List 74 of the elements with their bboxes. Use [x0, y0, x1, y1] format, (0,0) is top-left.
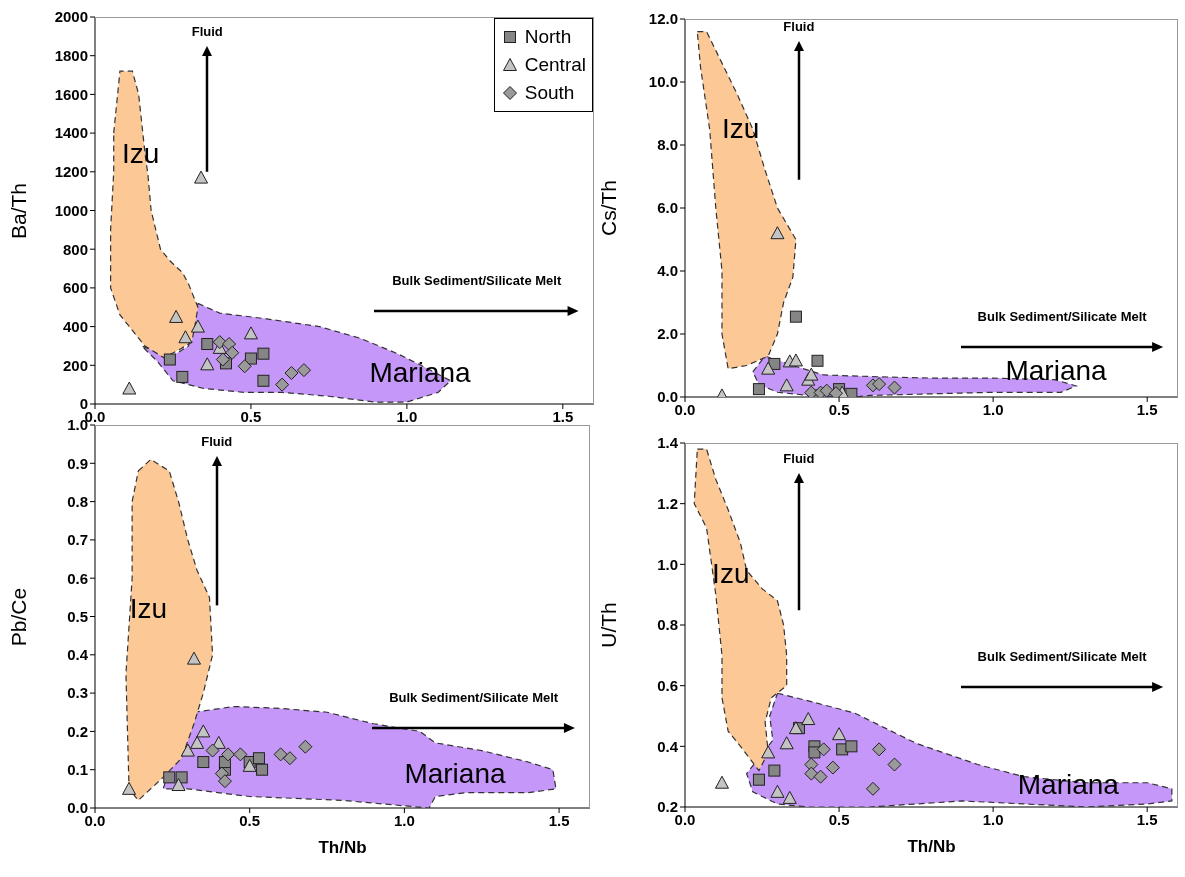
y-axis-title: Pb/Ce [7, 587, 31, 646]
legend-label: North [524, 25, 572, 49]
annotation: Bulk Sediment/Silicate Melt [977, 648, 1147, 664]
y-tick-label: 0.4 [657, 737, 679, 755]
annotation: Fluid [201, 433, 233, 449]
y-tick-label: 4.0 [657, 262, 678, 280]
y-axis-title: U/Th [597, 602, 621, 648]
y-tick-label: 2.0 [657, 325, 678, 343]
y-tick-label: 0.3 [67, 684, 88, 702]
x-tick-label: 0.5 [239, 811, 261, 829]
y-tick-label: 0 [79, 395, 88, 413]
y-tick-label: 0.8 [67, 492, 88, 510]
y-tick-label: 1400 [54, 124, 88, 142]
y-tick-label: 0.6 [67, 569, 88, 587]
series-label: Mariana [1005, 354, 1107, 387]
x-axis-title: Th/Nb [907, 837, 956, 857]
y-tick-label: 800 [62, 240, 88, 258]
y-tick-label: 0.2 [657, 798, 678, 816]
y-tick-label: 600 [62, 279, 88, 297]
y-tick-label: 1.2 [657, 494, 678, 512]
legend-label: South [524, 81, 575, 105]
x-tick-label: 1.0 [982, 810, 1004, 828]
y-tick-label: 0.4 [67, 646, 89, 664]
y-tick-label: 0.1 [67, 761, 88, 779]
y-tick-label: 200 [62, 356, 88, 374]
y-tick-label: 2000 [54, 8, 88, 26]
y-tick-label: 0.5 [67, 607, 88, 625]
x-tick-label: 1.0 [393, 811, 415, 829]
y-tick-label: 0.6 [657, 676, 678, 694]
x-tick-label: 1.0 [982, 400, 1004, 418]
y-axis-title: Cs/Th [597, 179, 621, 236]
y-tick-label: 400 [62, 317, 88, 335]
annotation: Fluid [783, 18, 815, 34]
y-tick-label: 0.9 [67, 454, 88, 472]
y-tick-label: 0.0 [657, 388, 678, 406]
y-tick-label: 0.8 [657, 616, 678, 634]
annotation: Fluid [191, 24, 223, 40]
y-tick-label: 6.0 [657, 199, 678, 217]
series-label: Mariana [369, 357, 471, 390]
series-label: Izu [129, 592, 167, 625]
x-tick-label: 0.5 [828, 400, 850, 418]
y-tick-label: 1.4 [657, 434, 679, 452]
y-tick-label: 12.0 [648, 10, 678, 28]
annotation: Fluid [783, 451, 815, 467]
x-axis-title: Th/Nb [318, 838, 367, 858]
point [714, 775, 729, 789]
y-axis-title: Ba/Th [7, 182, 31, 239]
x-tick-label: 1.5 [552, 407, 574, 425]
x-tick-label: 1.0 [396, 407, 418, 425]
series-label: Izu [712, 558, 750, 591]
annotation: Bulk Sediment/Silicate Melt [392, 273, 562, 289]
series-label: Izu [121, 138, 160, 171]
series-label: Izu [721, 112, 760, 145]
x-tick-label: 1.5 [548, 811, 570, 829]
series-label: Mariana [404, 757, 506, 790]
series-label: Mariana [1017, 769, 1119, 802]
y-tick-label: 0.0 [67, 799, 88, 817]
x-tick-label: 0.5 [828, 810, 850, 828]
y-tick-label: 1200 [54, 163, 88, 181]
y-tick-label: 0.7 [67, 531, 88, 549]
y-tick-label: 8.0 [657, 136, 678, 154]
point [122, 381, 137, 395]
annotation: Bulk Sediment/Silicate Melt [389, 689, 559, 705]
y-tick-label: 0.2 [67, 722, 88, 740]
x-tick-label: 1.5 [1136, 400, 1158, 418]
legend-label: Central [524, 53, 586, 77]
y-tick-label: 1000 [54, 201, 88, 219]
y-tick-label: 1600 [54, 85, 88, 103]
x-tick-label: 0.5 [240, 407, 262, 425]
annotation: Bulk Sediment/Silicate Melt [977, 308, 1147, 324]
y-tick-label: 10.0 [648, 73, 678, 91]
y-tick-label: 1800 [54, 47, 88, 65]
y-tick-label: 1.0 [657, 555, 678, 573]
x-tick-label: 1.5 [1136, 810, 1158, 828]
